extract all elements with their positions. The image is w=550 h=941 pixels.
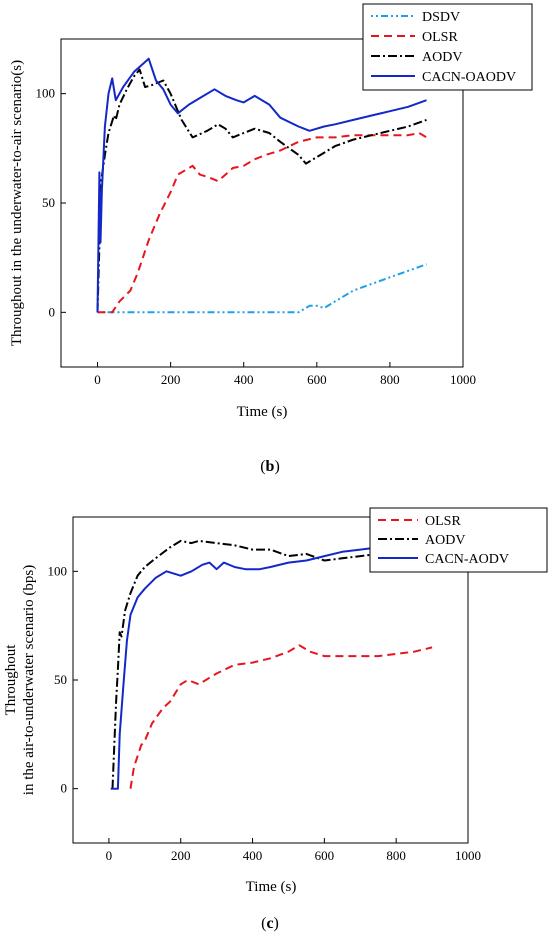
x-tick-label: 1000 bbox=[450, 372, 476, 387]
series-line-dsdv bbox=[97, 263, 427, 314]
panel-b-chart: 0 200 400 600 800 1000 0 50 100 Time (s) Through… bbox=[9, 3, 533, 475]
x-axis-title: Time (s) bbox=[237, 404, 288, 420]
x-tick-label: 0 bbox=[106, 848, 113, 863]
legend: DSDV OLSR AODV CACN-OAODV bbox=[362, 3, 533, 91]
x-tick-label: 400 bbox=[234, 372, 254, 387]
x-tick-label: 1000 bbox=[455, 848, 481, 863]
ticks-group: 0 200 400 600 800 1000 0 50 100 bbox=[48, 563, 482, 863]
series-line-cacn-aodv bbox=[110, 537, 433, 790]
legend-label-aodv: AODV bbox=[425, 533, 465, 548]
panel-caption-c: (c) bbox=[261, 915, 279, 932]
legend-label-olsr: OLSR bbox=[422, 30, 458, 45]
y-tick-label: 100 bbox=[48, 563, 68, 578]
legend-label-aodv: AODV bbox=[422, 50, 462, 65]
x-tick-label: 600 bbox=[315, 848, 335, 863]
series-line-olsr bbox=[97, 132, 428, 314]
x-tick-label: 800 bbox=[386, 848, 406, 863]
legend-label-cacn-oaodv: CACN-OAODV bbox=[422, 70, 516, 85]
y-tick-label: 50 bbox=[42, 195, 55, 210]
series-line-olsr bbox=[129, 644, 433, 789]
y-tick-label: 50 bbox=[54, 672, 67, 687]
series-group bbox=[96, 57, 428, 314]
series-line-aodv bbox=[111, 539, 433, 789]
legend: OLSR AODV CACN-AODV bbox=[369, 507, 548, 573]
x-tick-label: 0 bbox=[94, 372, 101, 387]
legend-label-dsdv: DSDV bbox=[422, 10, 460, 25]
y-tick-label: 0 bbox=[61, 781, 68, 796]
x-tick-label: 800 bbox=[380, 372, 400, 387]
x-tick-label: 200 bbox=[171, 848, 191, 863]
y-axis-title-line2: in the air-to-underwater scenario (bps) bbox=[21, 565, 37, 795]
series-group bbox=[110, 537, 433, 790]
x-tick-label: 200 bbox=[161, 372, 181, 387]
panel-caption-b: (b) bbox=[260, 458, 280, 475]
y-axis-title-line1: Throughout bbox=[3, 644, 19, 716]
x-tick-label: 400 bbox=[243, 848, 263, 863]
y-tick-label: 100 bbox=[36, 86, 56, 101]
legend-label-cacn-aodv: CACN-AODV bbox=[425, 552, 509, 567]
x-tick-label: 600 bbox=[307, 372, 327, 387]
panel-c-chart: 0 200 400 600 800 1000 0 50 100 Time (s) Through… bbox=[3, 507, 548, 932]
y-tick-label: 0 bbox=[49, 304, 56, 319]
series-line-aodv bbox=[96, 68, 427, 313]
ticks-group: 0 200 400 600 800 1000 0 50 100 bbox=[36, 86, 477, 387]
series-line-cacn-oaodv bbox=[96, 57, 427, 313]
x-axis-title: Time (s) bbox=[246, 879, 297, 895]
y-axis-title: Throughout in the underwater-to-air scen… bbox=[9, 60, 25, 346]
legend-label-olsr: OLSR bbox=[425, 514, 461, 529]
